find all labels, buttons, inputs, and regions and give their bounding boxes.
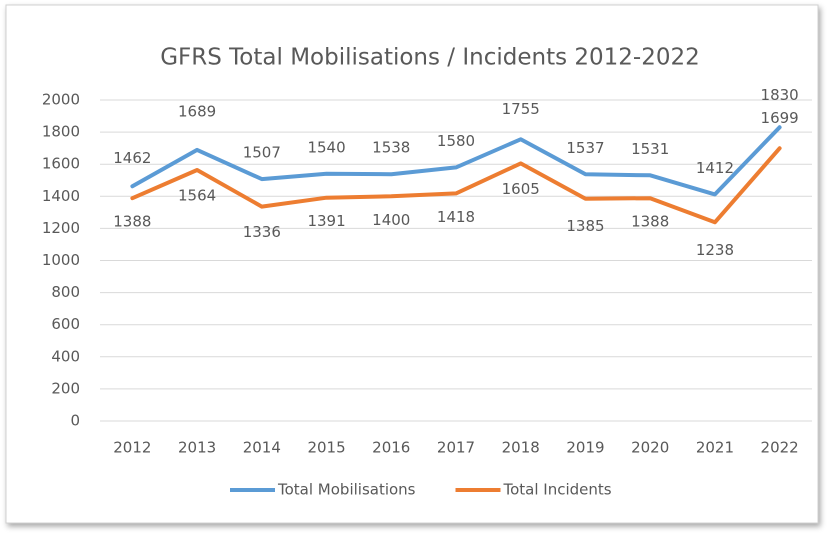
x-tick-label: 2014 (243, 439, 281, 457)
y-tick-label: 200 (51, 379, 80, 397)
data-label: 1689 (178, 102, 216, 120)
x-tick-label: 2012 (113, 439, 151, 457)
data-label: 1699 (761, 109, 799, 127)
data-label: 1531 (631, 140, 669, 158)
y-tick-label: 600 (51, 315, 80, 333)
data-label: 1537 (566, 139, 604, 157)
y-tick-label: 1400 (42, 187, 80, 205)
y-tick-label: 1800 (42, 123, 80, 141)
legend-label: Total Incidents (503, 481, 612, 499)
x-tick-label: 2016 (372, 439, 410, 457)
y-tick-label: 1200 (42, 219, 80, 237)
data-label: 1336 (243, 223, 281, 241)
data-label: 1391 (307, 212, 345, 230)
x-tick-label: 2017 (437, 439, 475, 457)
data-label: 1540 (307, 138, 345, 156)
x-tick-label: 2021 (696, 439, 734, 457)
data-label: 1830 (761, 86, 799, 104)
series-line (130, 125, 782, 197)
x-tick-label: 2019 (566, 439, 604, 457)
data-label: 1462 (113, 149, 151, 167)
chart-title: GFRS Total Mobilisations / Incidents 201… (160, 45, 700, 71)
y-tick-label: 1000 (42, 251, 80, 269)
y-tick-label: 2000 (42, 91, 80, 109)
x-tick-label: 2020 (631, 439, 669, 457)
data-label: 1755 (502, 100, 540, 118)
data-label: 1418 (437, 208, 475, 226)
data-label: 1605 (502, 180, 540, 198)
data-label: 1538 (372, 139, 410, 157)
data-label: 1388 (631, 213, 669, 231)
data-label: 1580 (437, 132, 475, 150)
y-tick-label: 800 (51, 283, 80, 301)
data-label: 1564 (178, 186, 216, 204)
y-tick-label: 1600 (42, 155, 80, 173)
chart-frame (5, 4, 819, 524)
y-tick-label: 400 (51, 347, 80, 365)
data-label: 1238 (696, 241, 734, 259)
data-label: 1412 (696, 159, 734, 177)
x-tick-label: 2022 (761, 439, 799, 457)
x-tick-label: 2013 (178, 439, 216, 457)
data-label: 1507 (243, 144, 281, 162)
data-label: 1400 (372, 211, 410, 229)
legend-label: Total Mobilisations (277, 481, 416, 499)
x-tick-label: 2015 (307, 439, 345, 457)
x-tick-label: 2018 (502, 439, 540, 457)
data-label: 1388 (113, 213, 151, 231)
series-line (130, 146, 782, 225)
data-label: 1385 (566, 217, 604, 235)
y-tick-label: 0 (70, 412, 80, 430)
